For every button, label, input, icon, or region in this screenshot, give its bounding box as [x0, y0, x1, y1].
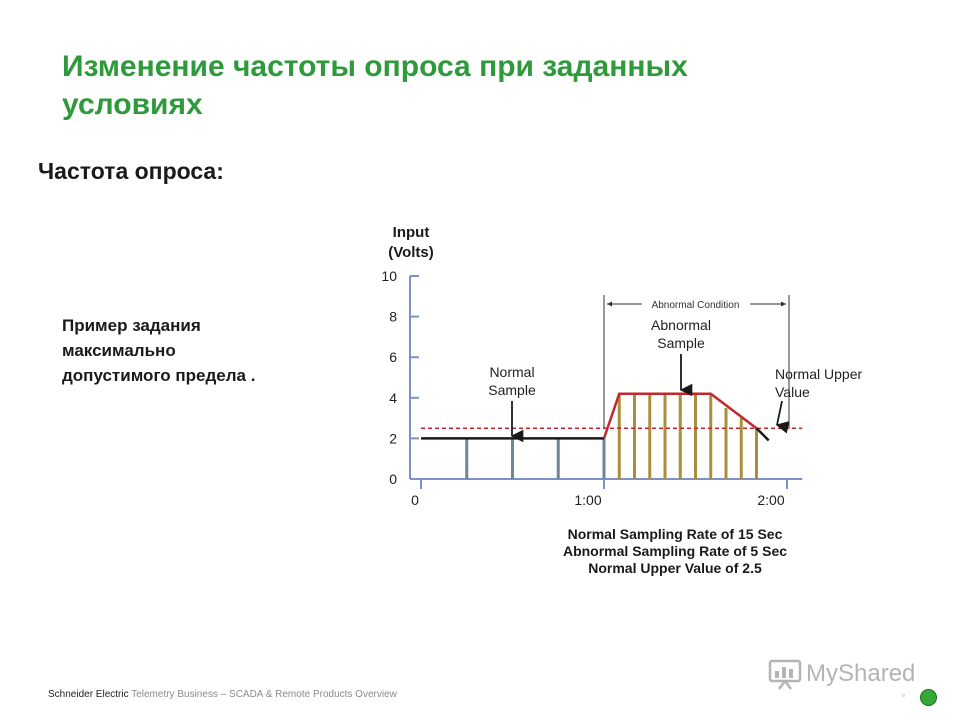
y-tick-label: 0 [389, 471, 397, 487]
chart-caption-line: Normal Upper Value of 2.5 [588, 560, 762, 576]
abnormal-sample-label: Abnormal [651, 317, 711, 333]
watermark: MyShared [768, 656, 915, 692]
x-tick-label: 2:00 [757, 492, 784, 508]
y-tick-label: 10 [381, 268, 397, 284]
y-tick-label: 2 [389, 430, 397, 446]
presentation-icon [768, 659, 802, 690]
note-line: допустимого предела . [62, 366, 256, 385]
y-tick-label: 8 [389, 309, 397, 325]
y-tick-label: 4 [389, 390, 397, 406]
normal-upper-value-arrow [775, 400, 790, 434]
signal-normal-line [755, 427, 770, 442]
note-line: максимально [62, 341, 176, 360]
slide-title: Изменение частоты опроса при заданных ус… [62, 50, 688, 121]
status-dot [920, 689, 937, 706]
x-tick-label: 1:00 [574, 492, 601, 508]
page-number: ·₂ [900, 691, 906, 698]
signal-abnormal-line [602, 392, 758, 439]
abnormal-sample-label: Sample [657, 335, 705, 351]
y-tick-label: 6 [389, 349, 397, 365]
y-axis-label: (Volts) [388, 244, 434, 261]
footer-text: Schneider Electric Telemetry Business – … [48, 689, 397, 700]
note-line: Пример задания [62, 316, 201, 335]
example-note: Пример задания максимально допустимого п… [62, 313, 322, 388]
normal-upper-value-label: Normal Upper [775, 366, 862, 382]
chart-caption-line: Normal Sampling Rate of 15 Sec [568, 526, 783, 542]
y-axis-label: Input [393, 224, 430, 241]
normal-upper-value-label: Value [775, 384, 810, 400]
chart-caption-line: Abnormal Sampling Rate of 5 Sec [563, 543, 787, 559]
abnormal-condition-label: Abnormal Condition [652, 300, 740, 311]
normal-sample-label: Sample [488, 382, 536, 398]
normal-sample-label: Normal [489, 364, 534, 380]
watermark-text: MyShared [806, 660, 916, 687]
footer-subtitle: Telemetry Business – SCADA & Remote Prod… [131, 689, 397, 700]
footer-company: Schneider Electric [48, 689, 129, 700]
x-tick-label: 0 [411, 492, 419, 508]
slide-subtitle: Частота опроса: [38, 158, 224, 184]
